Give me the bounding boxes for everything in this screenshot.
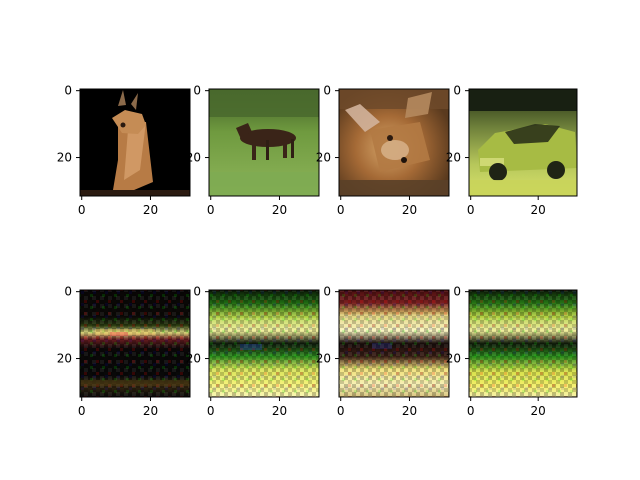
panel-6-ytick-label-0: 0: [193, 285, 201, 299]
panel-top-4-frame: [468, 88, 578, 197]
panel-bottom-1-frame: [79, 289, 191, 398]
panel-5-ytick-label-0: 0: [64, 285, 72, 299]
panel-top-3: [338, 88, 450, 197]
panel-top-2: [208, 88, 320, 197]
panel-1-xtick-label-0: 0: [78, 203, 86, 217]
panel-2-xtick-label-20: 20: [272, 203, 287, 217]
panel-7-ytick-label-20: 20: [316, 352, 331, 366]
panel-3-ytick-label-0: 0: [323, 84, 331, 98]
tick-layer: 0 20 0 20 0 20 0 20 0 20 0 20 0 20 0 20 0 20 0 20 0 20 0 20 0 20 0…: [57, 84, 546, 418]
panel-top-2-frame: [208, 88, 320, 197]
panel-2-ytick-label-20: 20: [186, 151, 201, 165]
panel-3-xtick-label-20: 20: [402, 203, 417, 217]
panel-8-ytick-label-20: 20: [446, 352, 461, 366]
panel-bottom-1: [79, 289, 191, 398]
panel-7-xtick-label-0: 0: [337, 404, 345, 418]
panel-2-ytick-label-0: 0: [193, 84, 201, 98]
panel-bottom-4-frame: [468, 289, 578, 398]
panel-7-xtick-label-20: 20: [402, 404, 417, 418]
panel-4-xtick-label-0: 0: [467, 203, 475, 217]
panel-bottom-2-frame: [208, 289, 320, 398]
panel-6-xtick-label-20: 20: [272, 404, 287, 418]
panel-3-ytick-label-20: 20: [316, 151, 331, 165]
panel-4-xtick-label-20: 20: [531, 203, 546, 217]
panel-5-ytick-label-20: 20: [57, 352, 72, 366]
panel-top-3-frame: [338, 88, 450, 197]
panel-1-ytick-label-0: 0: [64, 84, 72, 98]
panel-7-ytick-label-0: 0: [323, 285, 331, 299]
panel-4-ytick-label-20: 20: [446, 151, 461, 165]
panel-bottom-3: [338, 289, 450, 398]
panel-top-1: [79, 88, 191, 197]
panel-2-xtick-label-0: 0: [207, 203, 215, 217]
panel-1-xtick-label-20: 20: [143, 203, 158, 217]
panel-8-xtick-label-20: 20: [531, 404, 546, 418]
panel-8-xtick-label-0: 0: [467, 404, 475, 418]
panel-bottom-4: [468, 289, 578, 398]
panel-3-xtick-label-0: 0: [337, 203, 345, 217]
panel-5-xtick-label-20: 20: [143, 404, 158, 418]
panel-6-xtick-label-0: 0: [207, 404, 215, 418]
panel-6-ytick-label-20: 20: [186, 352, 201, 366]
panel-1-ytick-label-20: 20: [57, 151, 72, 165]
panel-bottom-2: [208, 289, 320, 398]
panel-top-4: [468, 88, 578, 197]
panel-4-ytick-label-0: 0: [453, 84, 461, 98]
panel-5-xtick-label-0: 0: [78, 404, 86, 418]
panel-top-1-frame: [79, 88, 191, 197]
panel-bottom-3-frame: [338, 289, 450, 398]
panel-8-ytick-label-0: 0: [453, 285, 461, 299]
